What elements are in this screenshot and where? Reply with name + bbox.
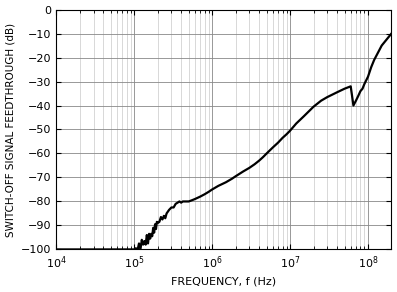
X-axis label: FREQUENCY, f (Hz): FREQUENCY, f (Hz) <box>172 277 276 286</box>
Y-axis label: SWITCH-OFF SIGNAL FEEDTHROUGH (dB): SWITCH-OFF SIGNAL FEEDTHROUGH (dB) <box>6 22 15 237</box>
